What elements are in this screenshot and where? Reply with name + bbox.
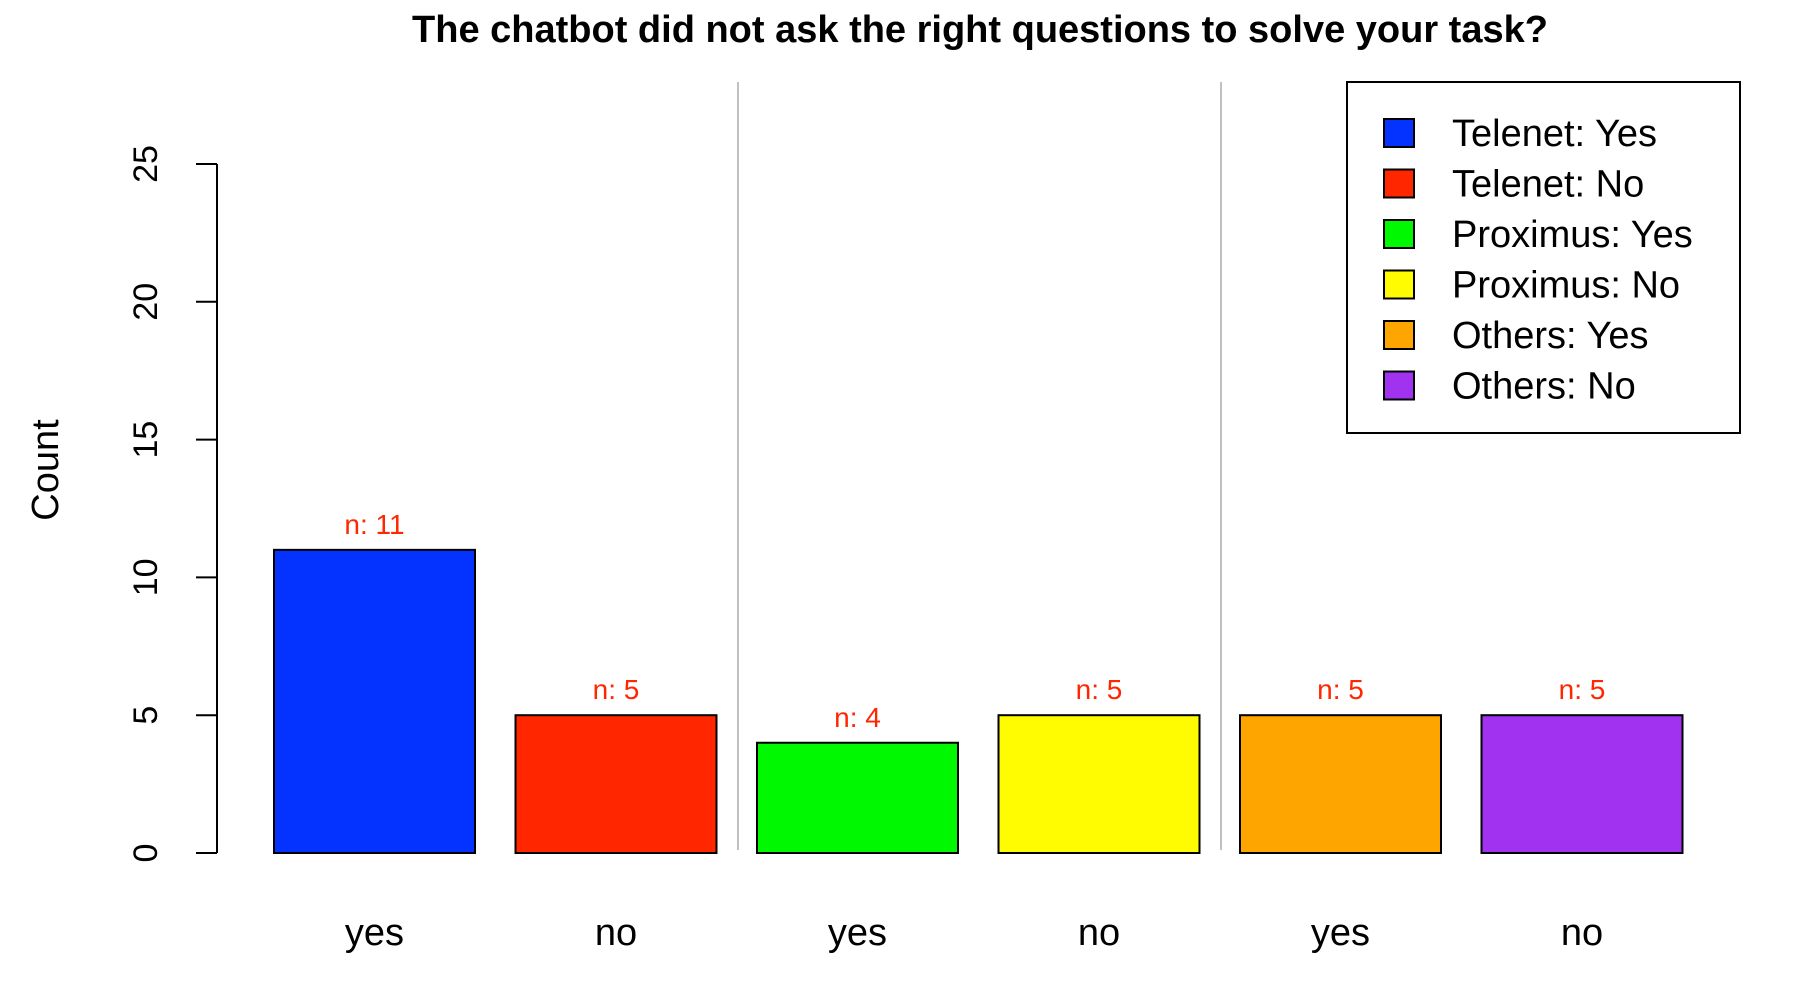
data-label: n: 5 [1559,674,1606,705]
y-tick-label: 15 [127,421,165,459]
legend-swatch [1383,168,1415,199]
bar [273,548,476,855]
x-tick-label: yes [828,912,887,954]
chart-title: The chatbot did not ask the right questi… [412,9,1548,51]
group-separators [737,82,1222,850]
y-tick-label: 0 [127,844,165,863]
bar [1480,714,1684,855]
data-label: n: 11 [344,509,404,540]
legend-swatch [1383,320,1415,350]
bar [997,714,1201,855]
legend-label: Telenet: Yes [1452,113,1657,155]
legend-label: Telenet: No [1452,164,1644,206]
bar [1239,714,1442,855]
bar [756,741,959,855]
legend-swatch [1383,370,1415,401]
data-label: n: 5 [1317,674,1364,705]
legend-swatch [1383,118,1415,148]
x-tick-label: no [1561,912,1603,954]
x-tick-label: yes [345,912,404,954]
bar [514,714,718,855]
x-tick-label: no [1078,912,1120,954]
x-tick-label: yes [1311,912,1370,954]
y-tick-label: 25 [127,145,165,183]
data-label: n: 5 [593,674,640,705]
y-tick-label: 5 [127,706,165,725]
y-axis: 0 5 10 15 20 25 [127,145,218,863]
x-tick-label: no [595,912,637,954]
legend: Telenet: Yes Telenet: No Proximus: Yes Prox… [1346,81,1741,434]
y-tick-label: 20 [127,283,165,321]
legend-swatch [1383,269,1415,300]
legend-label: Others: Yes [1452,315,1648,357]
legend-swatch [1383,219,1415,249]
y-axis-label: Count [25,419,67,521]
legend-label: Others: No [1452,366,1636,408]
legend-label: Proximus: No [1452,265,1680,307]
data-label: n: 5 [1076,674,1123,705]
y-tick-label: 10 [127,558,165,596]
bars: n: 11 yes n: 5 no n: 4 yes n: 5 no n: 5 yes n: 5 no [273,509,1684,954]
data-label: n: 4 [834,702,881,733]
legend-label: Proximus: Yes [1452,214,1693,256]
